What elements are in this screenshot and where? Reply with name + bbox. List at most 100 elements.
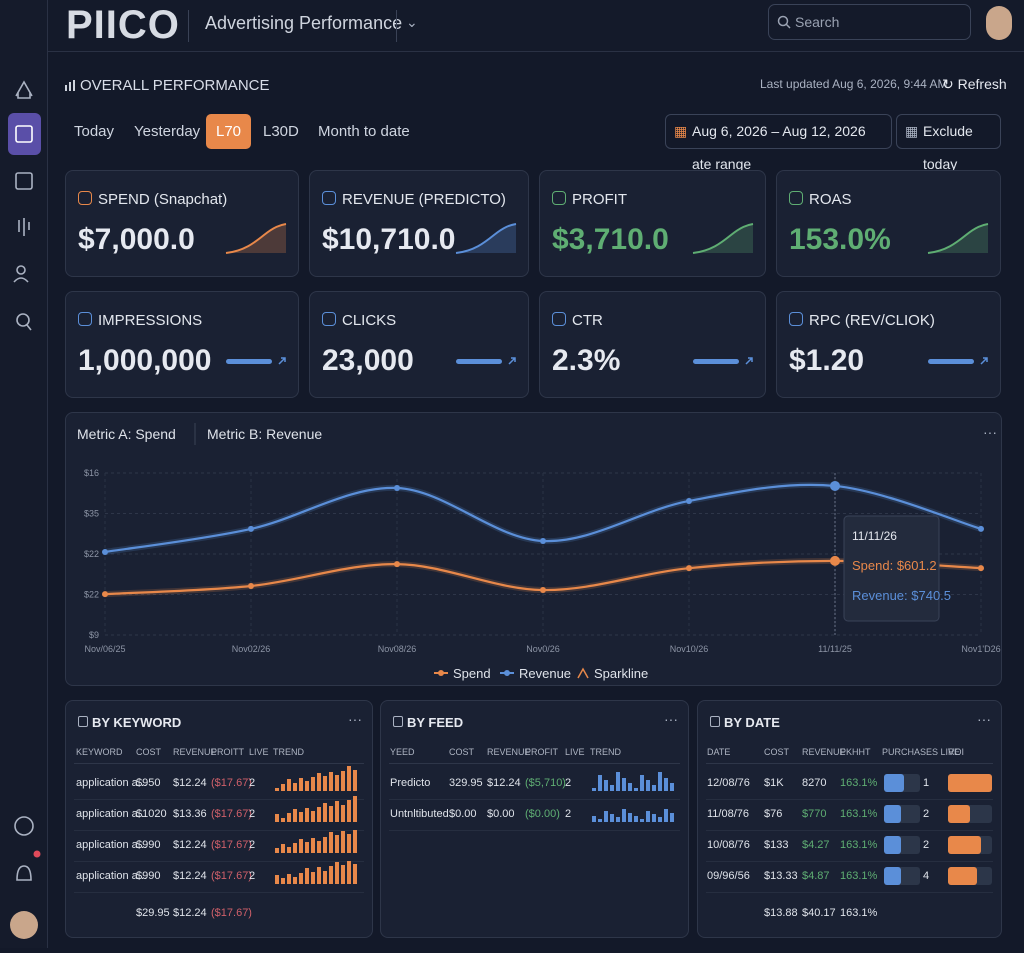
- kpi-label: CTR: [572, 312, 603, 329]
- trend-bar: [299, 778, 303, 791]
- table-title: BY FEED: [407, 715, 464, 730]
- column-header: PROFIT: [525, 747, 558, 757]
- trend-bar: [628, 782, 632, 791]
- kpi-icon: [789, 191, 803, 205]
- logo: PIICO: [66, 3, 180, 47]
- trend-bar: [323, 803, 327, 822]
- table-cell: ($17.67): [211, 808, 252, 820]
- kpi-card: CLICKS 23,000: [309, 291, 529, 398]
- home-icon[interactable]: [15, 80, 33, 99]
- reports-icon[interactable]: [15, 125, 33, 143]
- more-menu: ···: [983, 424, 997, 440]
- purchase-bar: [884, 774, 904, 792]
- trend-bar: [622, 777, 626, 791]
- tab[interactable]: L30D: [263, 123, 299, 140]
- search-box[interactable]: Search: [768, 4, 971, 40]
- kpi-card: SPEND (Snapchat) $7,000.0: [65, 170, 299, 277]
- metric-a-select[interactable]: Metric A: Spend: [77, 426, 176, 442]
- tab[interactable]: Yesterday: [134, 123, 201, 140]
- kpi-label: SPEND (Snapchat): [98, 191, 228, 208]
- metric-b-select[interactable]: Metric B: Revenue: [207, 426, 322, 442]
- kpi-value: 153.0%: [789, 223, 891, 256]
- trend-bar: [616, 817, 620, 822]
- y-tick-label: $9: [89, 630, 99, 640]
- active-nav[interactable]: [8, 113, 41, 155]
- trend-bar: [317, 773, 321, 791]
- sparkline-area: [693, 224, 753, 253]
- table-cell: $12.24: [173, 777, 207, 789]
- exclude-today-button[interactable]: Exclude today ▦: [896, 114, 1001, 172]
- users-icon[interactable]: [16, 265, 26, 275]
- trend-bar: [353, 830, 357, 853]
- row-rule: [74, 892, 364, 893]
- trend-bar: [287, 813, 291, 822]
- kpi-label: CLICKS: [342, 312, 397, 329]
- roi-bar: [948, 774, 992, 792]
- help-icon[interactable]: [14, 816, 34, 836]
- trend-bar: [305, 808, 309, 822]
- more-menu[interactable]: ···: [348, 711, 362, 727]
- table-cell: $1K: [764, 777, 784, 789]
- footer-cell: $13.88: [764, 907, 798, 919]
- sparkline: [226, 357, 286, 365]
- kpi-icon: [78, 312, 92, 326]
- roi-bar: [948, 805, 970, 823]
- x-tick-label: Nov02/26: [232, 644, 271, 654]
- sparkline-area: [456, 224, 516, 253]
- table-cell: application a...: [76, 777, 147, 789]
- trend-bar: [658, 817, 662, 822]
- legend-dot: [438, 670, 444, 676]
- table-cell: $950: [136, 777, 161, 789]
- row-rule: [74, 799, 364, 800]
- trend-bar: [646, 780, 650, 791]
- table-cell: application a...: [76, 839, 147, 851]
- table-cell: 4: [923, 870, 930, 882]
- data-point: [540, 538, 546, 545]
- date-range-button[interactable]: Aug 6, 2026 – Aug 12, 2026 ate range ▦: [665, 114, 892, 172]
- y-tick-label: $22: [84, 549, 99, 559]
- more-menu[interactable]: ···: [664, 711, 678, 727]
- sparkline: [456, 357, 516, 365]
- table-cell: $990: [136, 870, 161, 882]
- column-header: YEED: [390, 747, 415, 757]
- campaigns-icon[interactable]: [18, 218, 30, 236]
- tab[interactable]: L70: [206, 114, 252, 149]
- more-menu[interactable]: ···: [977, 711, 991, 727]
- chart-icon[interactable]: [15, 172, 33, 190]
- table-cell: $13.36: [173, 808, 207, 820]
- tab[interactable]: Month to date: [318, 123, 410, 140]
- data-point: [248, 582, 254, 589]
- trend-bar: [299, 839, 303, 853]
- avatar[interactable]: [10, 911, 38, 939]
- column-header: TREND: [590, 747, 621, 757]
- table-cell: 2: [923, 839, 930, 851]
- sparkline-bar: [693, 359, 739, 364]
- trend-bar: [670, 812, 674, 822]
- data-point: [248, 525, 254, 532]
- sparkline: [225, 223, 287, 254]
- table-cell: $133: [764, 839, 789, 851]
- trend-bar: [658, 772, 662, 791]
- trend-bar: [640, 775, 644, 791]
- search-nav-icon[interactable]: [16, 313, 30, 327]
- table-cell: $12.24: [173, 839, 207, 851]
- title-dropdown[interactable]: ⌄: [406, 14, 418, 30]
- tab[interactable]: Today: [74, 123, 115, 140]
- trend-bar: [341, 805, 345, 822]
- table-cell: $0.00: [487, 808, 515, 820]
- kpi-value: 2.3%: [552, 344, 621, 377]
- bell-icon[interactable]: [16, 865, 32, 881]
- header-rule: [389, 763, 680, 764]
- trend-bar: [287, 779, 291, 791]
- table-cell: ($17.67): [211, 839, 252, 851]
- sparkline-line: [225, 223, 287, 254]
- sparkline-arrow: [508, 357, 516, 365]
- trend-bar: [329, 866, 333, 884]
- trend-bar: [335, 835, 339, 853]
- user-avatar[interactable]: [986, 6, 1012, 40]
- table-cell: 11/08/76: [707, 808, 750, 820]
- trend-bar: [293, 809, 297, 822]
- table-cell: $76: [764, 808, 783, 820]
- refresh-button[interactable]: ↻ Refresh: [942, 76, 1007, 92]
- table-cell: 163.1%: [840, 839, 878, 851]
